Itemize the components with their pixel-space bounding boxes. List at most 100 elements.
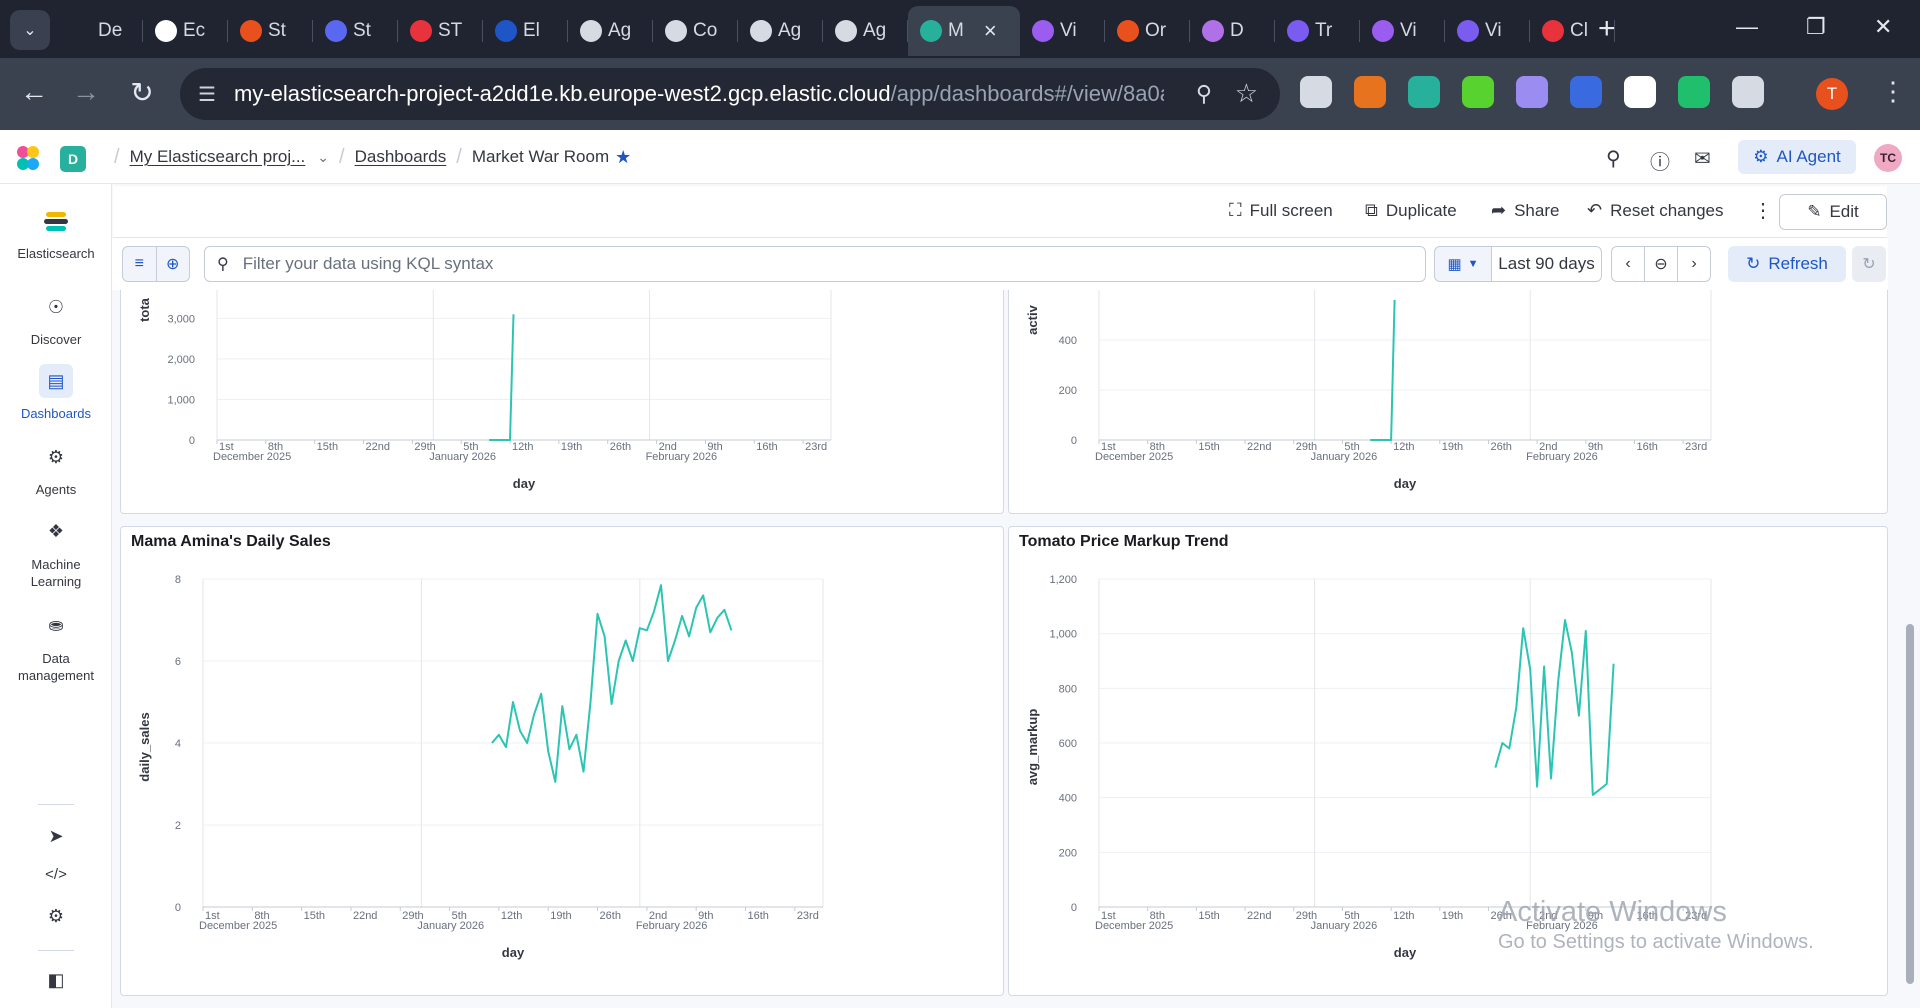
zoom-icon[interactable]: ⚲: [1195, 81, 1212, 106]
time-step-controls: ‹ ⊖ ›: [1611, 246, 1711, 282]
breadcrumb-separator: /: [114, 145, 120, 168]
duplicate-label: Duplicate: [1385, 200, 1457, 220]
browser-tab[interactable]: El: [483, 6, 568, 56]
x-tick-label: 15th: [1198, 910, 1219, 922]
search-icon[interactable]: ⚲: [1606, 148, 1621, 170]
profile-avatar[interactable]: T: [1816, 78, 1848, 110]
tab-favicon-icon: [495, 20, 517, 42]
extension-icon[interactable]: [1462, 76, 1494, 108]
help-icon[interactable]: ⓘ: [1650, 152, 1670, 174]
close-tab-icon[interactable]: ×: [983, 18, 997, 43]
chevron-right-icon[interactable]: ›: [1677, 246, 1711, 282]
extension-icon[interactable]: [1408, 76, 1440, 108]
chart-panel-total[interactable]: 0 1,000 2,000 3,000 1st 8th 15th 22nd 29th 5th 12t…: [120, 290, 1004, 514]
browser-tab[interactable]: Ec: [143, 6, 228, 56]
extension-icon[interactable]: [1354, 76, 1386, 108]
forward-icon[interactable]: →: [72, 76, 100, 107]
browser-tab[interactable]: Vi: [1020, 6, 1105, 56]
browser-tab[interactable]: Or: [1105, 6, 1190, 56]
url-text[interactable]: my-elasticsearch-project-a2dd1e.kb.europ…: [233, 81, 1164, 106]
sidebar-item-discover[interactable]: ☉ Discover: [0, 290, 112, 347]
chart-panel-daily-sales[interactable]: Mama Amina's Daily Sales 0 2 4 6 8 1st 8th 15th…: [120, 526, 1004, 996]
browser-tab[interactable]: Vi: [1445, 6, 1530, 56]
developer-tools-icon[interactable]: </>: [45, 866, 67, 883]
restore-icon[interactable]: ❐: [1806, 14, 1826, 39]
sidebar-item-elasticsearch[interactable]: Elasticsearch: [0, 204, 112, 261]
more-options-icon[interactable]: ⋮: [1753, 200, 1773, 222]
scrollbar-thumb[interactable]: [1906, 624, 1914, 984]
breadcrumb-project[interactable]: My Elasticsearch proj...: [129, 147, 306, 166]
sidebar-item-machine-learning[interactable]: ❖ Machine Learning: [0, 514, 112, 590]
chevron-left-icon[interactable]: ‹: [1611, 246, 1645, 282]
feedback-icon[interactable]: ✉: [1694, 148, 1711, 170]
extension-icon[interactable]: [1678, 76, 1710, 108]
tab-favicon-icon: [155, 20, 177, 42]
browser-tab[interactable]: D: [1190, 6, 1275, 56]
favorite-star-icon[interactable]: ★: [615, 146, 632, 167]
sidebar-item-agents[interactable]: ⚙ Agents: [0, 440, 112, 497]
browser-tab[interactable]: De: [58, 6, 143, 56]
chart-panel-active[interactable]: 0 200 400 1st 8th 15th 22nd 29th 5th 12th 19th 26th…: [1008, 290, 1888, 514]
auto-refresh-icon[interactable]: ↻: [1852, 246, 1886, 282]
extension-icon[interactable]: [1624, 76, 1656, 108]
zoom-out-icon[interactable]: ⊖: [1644, 246, 1678, 282]
sidebar-item-data-management[interactable]: ⛂ Data management: [0, 608, 112, 684]
browser-menu-icon[interactable]: ⋮: [1880, 76, 1906, 106]
extension-icon[interactable]: [1732, 76, 1764, 108]
close-window-icon[interactable]: ✕: [1874, 14, 1893, 39]
kql-search-input[interactable]: [242, 254, 1393, 274]
extension-icon[interactable]: [1570, 76, 1602, 108]
chevron-down-icon[interactable]: ⌄: [317, 148, 330, 165]
browser-tab[interactable]: Vi: [1360, 6, 1445, 56]
ai-agent-button[interactable]: ⚙ AI Agent: [1738, 140, 1856, 174]
bookmark-star-icon[interactable]: ☆: [1234, 78, 1258, 108]
duplicate-button[interactable]: ⧉ Duplicate: [1365, 200, 1457, 221]
back-icon[interactable]: ←: [20, 76, 48, 107]
browser-tab[interactable]: M ×: [908, 6, 1020, 56]
y-tick-label: 1,000: [1049, 629, 1077, 641]
refresh-button[interactable]: ↻ Refresh: [1728, 246, 1846, 282]
page-scrollbar[interactable]: [1898, 184, 1920, 1008]
quick-select-button[interactable]: ▦ ▼: [1434, 246, 1492, 282]
x-period-label: December 2025: [199, 920, 277, 932]
reset-changes-button[interactable]: ↶ Reset changes: [1587, 200, 1724, 221]
tab-favicon-icon: [410, 20, 432, 42]
gear-icon[interactable]: ⚙: [47, 906, 65, 926]
time-range-label[interactable]: Last 90 days: [1492, 246, 1602, 282]
query-bar: ≡ ⊕ ⚲ ▦ ▼ Last 90 days ‹ ⊖ › ↻ Refresh ↻: [112, 238, 1888, 290]
extension-icon[interactable]: [1516, 76, 1548, 108]
reload-icon[interactable]: ↻: [130, 77, 154, 108]
share-button[interactable]: ➦ Share: [1491, 200, 1559, 221]
address-bar[interactable]: ☰ my-elasticsearch-project-a2dd1e.kb.eur…: [180, 68, 1280, 120]
elastic-logo-icon[interactable]: [14, 144, 42, 172]
chart-panel-tomato-markup[interactable]: Tomato Price Markup Trend 0 200 400 600 800 1…: [1008, 526, 1888, 996]
rocket-icon[interactable]: ➤: [48, 826, 64, 846]
browser-tab[interactable]: ST: [398, 6, 483, 56]
browser-tab[interactable]: St: [313, 6, 398, 56]
add-filter-icon[interactable]: ⊕: [166, 256, 180, 273]
sidebar-item-dashboards[interactable]: ▤ Dashboards: [0, 364, 112, 421]
site-info-icon[interactable]: ☰: [198, 83, 216, 106]
new-tab-button[interactable]: +: [1598, 12, 1616, 45]
browser-tab[interactable]: Ag: [738, 6, 823, 56]
x-tick-label: 9th: [1588, 910, 1603, 922]
y-tick-label: 800: [1059, 683, 1077, 695]
edit-button[interactable]: ✎ Edit: [1779, 194, 1887, 230]
browser-tab[interactable]: St: [228, 6, 313, 56]
undo-icon: ↶: [1587, 200, 1603, 220]
user-avatar[interactable]: TC: [1874, 144, 1902, 172]
browser-tab[interactable]: Co: [653, 6, 738, 56]
filter-menu-icon[interactable]: ≡: [123, 247, 157, 281]
space-badge[interactable]: D: [60, 146, 86, 172]
tab-search-button[interactable]: ⌄: [10, 10, 50, 50]
collapse-sidebar-icon[interactable]: ◧: [47, 970, 65, 990]
extension-icon[interactable]: [1300, 76, 1332, 108]
full-screen-button[interactable]: ⛶ Full screen: [1229, 200, 1333, 221]
browser-tab[interactable]: Ag: [823, 6, 908, 56]
minimize-icon[interactable]: —: [1736, 14, 1758, 39]
breadcrumb-dashboards[interactable]: Dashboards: [354, 147, 447, 166]
series-line: [1494, 619, 1615, 796]
browser-tab[interactable]: Tr: [1275, 6, 1360, 56]
browser-tab[interactable]: Cl: [1530, 6, 1615, 56]
browser-tab[interactable]: Ag: [568, 6, 653, 56]
